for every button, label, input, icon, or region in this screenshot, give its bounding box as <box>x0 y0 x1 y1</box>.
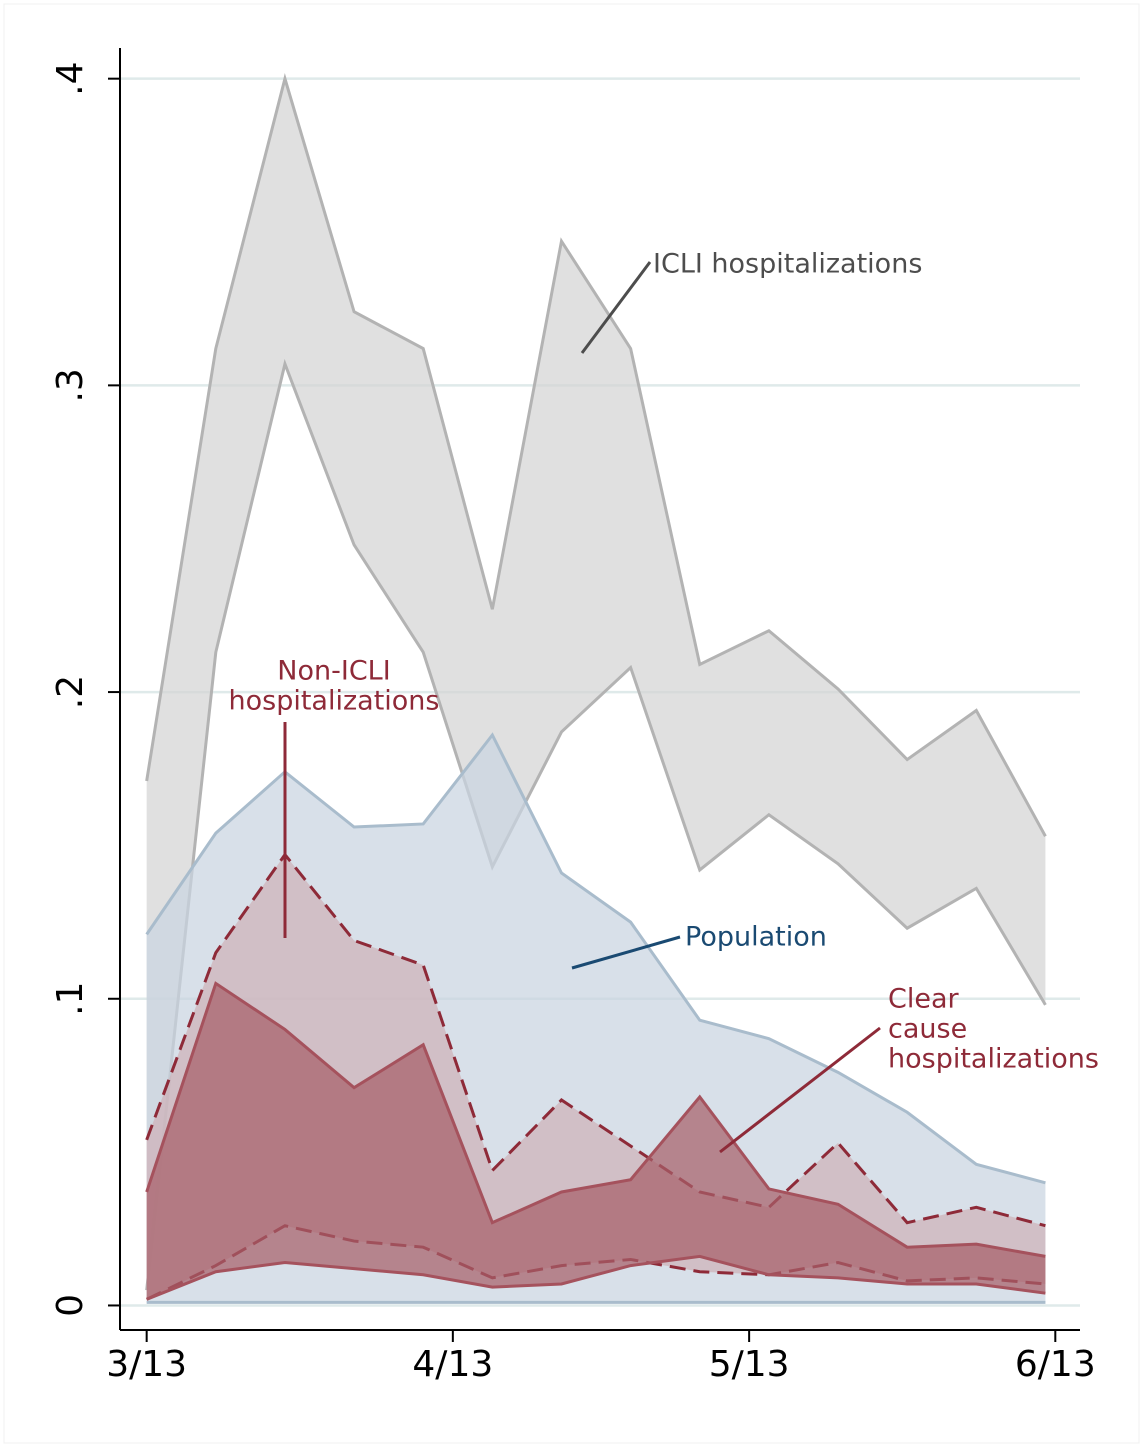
upper-line <box>145 852 1046 1228</box>
series-label: ICLI hospitalizations <box>653 249 922 280</box>
upper-line <box>145 981 1046 1258</box>
series-label: hospitalizations <box>888 1044 1099 1075</box>
range-area <box>146 78 1046 1291</box>
series-label: Clear <box>888 984 960 1015</box>
upper-line <box>145 73 1047 837</box>
frame <box>3 3 1140 1444</box>
upper-line <box>145 732 1046 1185</box>
labels: 0 .1 .2 .3 .4 3/13 4/13 5/13 6/13 ICLI hospitaliz… <box>50 61 1099 1385</box>
x-tick-label: 6/13 <box>1015 1344 1096 1385</box>
y-tick-label: .2 <box>50 675 91 709</box>
lower-line <box>146 1254 1046 1301</box>
x-tick-label: 4/13 <box>412 1344 493 1385</box>
series-label: Non-ICLI <box>277 656 390 687</box>
range-area <box>146 983 1046 1300</box>
series-label: hospitalizations <box>229 686 440 717</box>
leader-line <box>719 1026 881 1154</box>
plot-area <box>145 73 1047 1304</box>
series-label: cause <box>888 1014 967 1045</box>
y-tick-label: .4 <box>50 61 91 95</box>
x-tick-label: 3/13 <box>106 1344 187 1385</box>
y-tick-label: .3 <box>50 368 91 402</box>
leader-line <box>580 261 652 354</box>
leader-line <box>571 935 681 970</box>
y-tick-label: .1 <box>50 982 91 1016</box>
series-label: Population <box>685 922 827 953</box>
lower-line <box>145 358 1047 1291</box>
x-tick-label: 5/13 <box>709 1344 790 1385</box>
y-tick-label: 0 <box>50 1294 91 1317</box>
